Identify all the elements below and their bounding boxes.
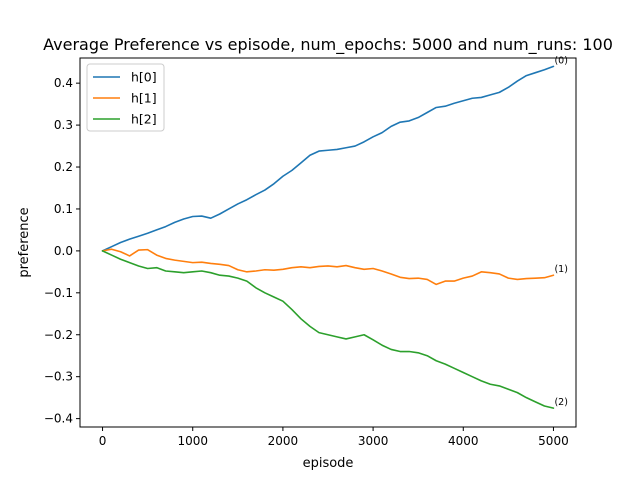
x-axis-label: episode <box>303 456 354 471</box>
x-tick-label: 1000 <box>177 434 208 448</box>
legend-label: h[1] <box>131 91 157 106</box>
series-layer <box>101 65 555 409</box>
x-tick-label: 0 <box>99 434 107 448</box>
plot-area-frame <box>79 57 577 428</box>
series-line-h0 <box>101 65 555 252</box>
y-axis: −0.4 −0.3 −0.2 −0.1 0.0 0.1 0.2 0.3 0.4 <box>44 76 80 426</box>
y-tick-label: −0.3 <box>44 370 73 384</box>
x-tick-label: 4000 <box>448 434 479 448</box>
end-label-layer: (0) (1) (2) <box>554 55 567 408</box>
legend-label: h[0] <box>131 70 157 85</box>
x-tick-label: 3000 <box>358 434 389 448</box>
legend: h[0] h[1] h[2] <box>86 63 165 132</box>
legend-frame <box>86 63 165 132</box>
x-axis: 0 1000 2000 3000 4000 5000 <box>99 427 569 448</box>
y-tick-label: 0.0 <box>54 244 73 258</box>
y-tick-label: 0.2 <box>54 160 73 174</box>
chart-title: Average Preference vs episode, num_epoch… <box>43 35 613 55</box>
series-end-label: (1) <box>554 264 567 275</box>
series-line-h1 <box>101 248 555 286</box>
series-line-h2 <box>101 250 555 409</box>
y-tick-label: −0.2 <box>44 328 73 342</box>
x-tick-label: 5000 <box>538 434 569 448</box>
y-tick-label: 0.3 <box>54 118 73 132</box>
y-axis-label: preference <box>17 207 32 277</box>
legend-label: h[2] <box>131 112 157 127</box>
y-tick-label: −0.1 <box>44 286 73 300</box>
series-end-label: (2) <box>554 397 567 408</box>
x-tick-label: 2000 <box>268 434 299 448</box>
y-tick-label: −0.4 <box>44 412 73 426</box>
series-end-label: (0) <box>554 55 567 66</box>
y-tick-label: 0.1 <box>54 202 73 216</box>
y-tick-label: 0.4 <box>54 76 73 90</box>
